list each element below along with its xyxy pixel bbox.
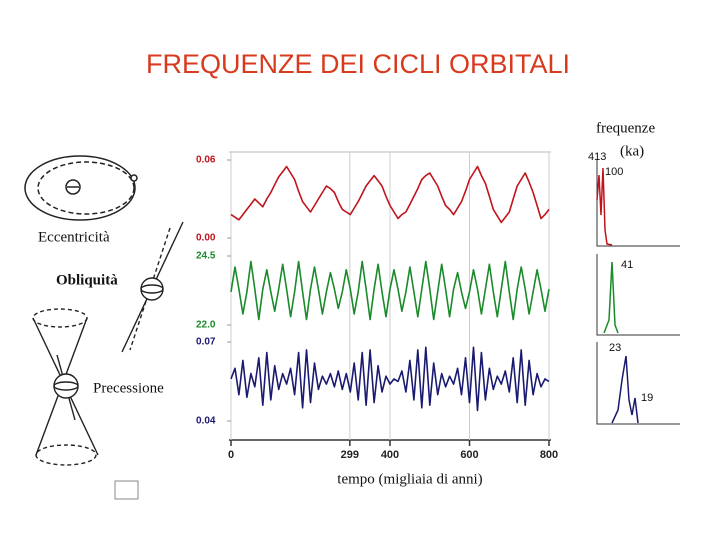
spectra-title: frequenze	[596, 120, 655, 136]
diagram-label: Obliquità	[56, 272, 118, 288]
x-tick-label: 0	[228, 449, 234, 461]
spectra-axes	[596, 160, 680, 425]
series-line	[230, 260, 550, 321]
peak-label: 413	[588, 151, 606, 163]
x-tick-label: 800	[540, 449, 558, 461]
y-tick-label: 0.04	[196, 416, 216, 427]
peak-label: 23	[609, 342, 621, 354]
y-tick-label: 0.06	[196, 155, 216, 166]
obliquity-diagram	[121, 221, 184, 353]
series-line	[230, 165, 550, 224]
peak-label: 41	[621, 259, 633, 271]
peak-label: 19	[641, 392, 653, 404]
series-line	[230, 346, 550, 412]
blank-box	[114, 480, 139, 500]
peak-label: 100	[605, 166, 623, 178]
y-tick-label: 24.5	[196, 251, 216, 262]
precession-diagram	[32, 308, 99, 466]
y-tick-label: 22.0	[196, 320, 216, 331]
slide-title: FREQUENZE DEI CICLI ORBITALI	[146, 49, 570, 79]
spectra-title: (ka)	[620, 143, 644, 159]
spectra-curves	[596, 167, 639, 424]
diagram-label: Precessione	[93, 380, 164, 396]
x-tick-label: 600	[460, 449, 478, 461]
diagram-label: Eccentricità	[38, 229, 110, 245]
y-tick-label: 0.00	[196, 233, 216, 244]
x-axis-label: tempo (migliaia di anni)	[337, 471, 482, 487]
x-tick-label: 299	[341, 449, 359, 461]
y-tick-label: 0.07	[196, 337, 216, 348]
orbit-diagram	[24, 155, 138, 221]
x-tick-label: 400	[381, 449, 399, 461]
